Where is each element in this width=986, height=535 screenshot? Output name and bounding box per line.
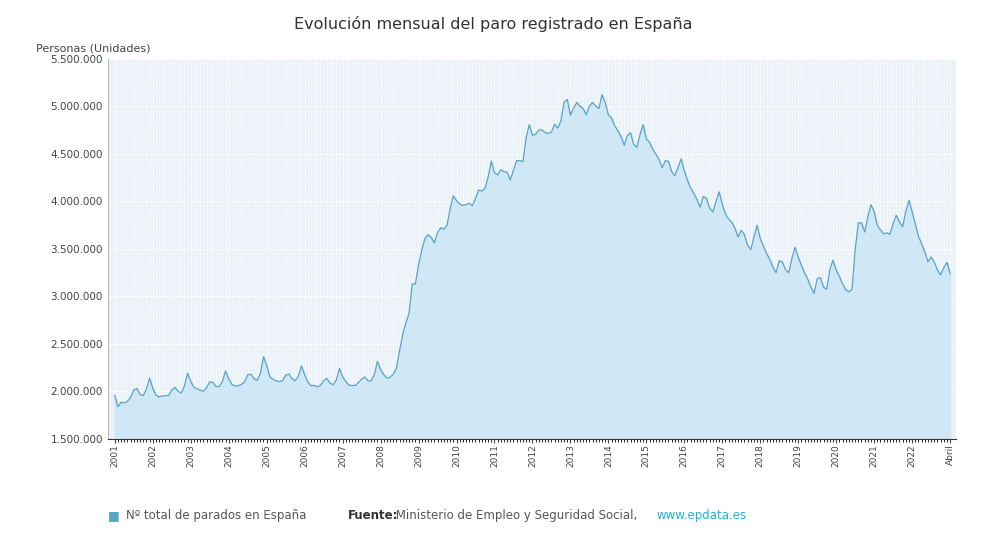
Text: Personas (Unidades): Personas (Unidades)	[36, 44, 151, 54]
Text: Nº total de parados en España: Nº total de parados en España	[126, 509, 321, 522]
Text: Evolución mensual del paro registrado en España: Evolución mensual del paro registrado en…	[294, 16, 692, 32]
Text: www.epdata.es: www.epdata.es	[657, 509, 746, 522]
Text: ■: ■	[108, 509, 124, 522]
Text: Ministerio de Empleo y Seguridad Social,: Ministerio de Empleo y Seguridad Social,	[392, 509, 642, 522]
Text: Fuente:: Fuente:	[348, 509, 398, 522]
